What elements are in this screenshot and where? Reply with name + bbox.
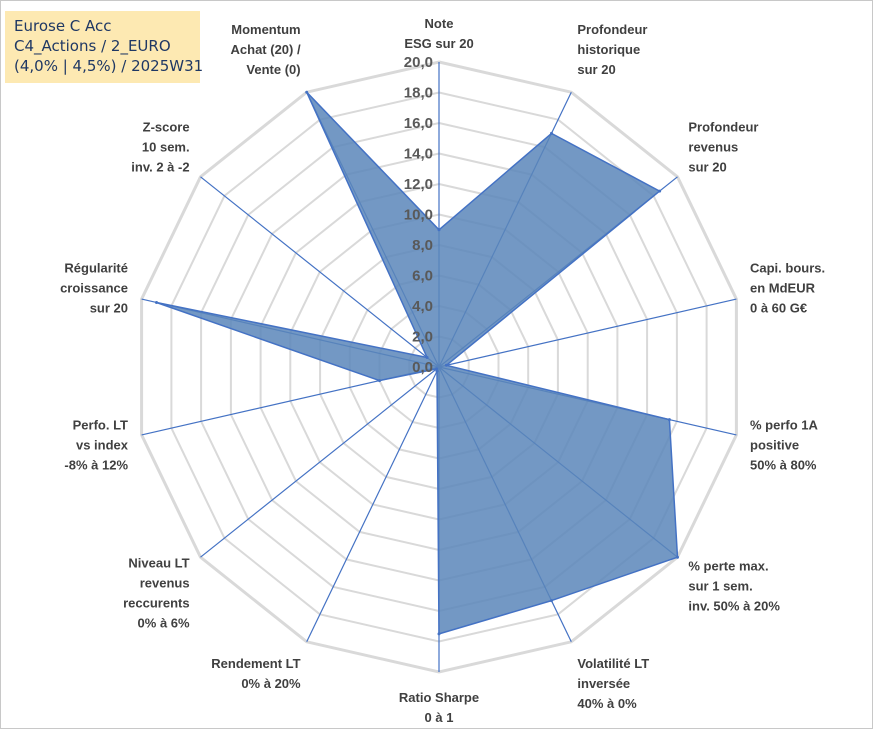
axis-spoke	[200, 366, 440, 558]
tick-label: 8,0	[412, 237, 433, 254]
series-point	[435, 367, 439, 371]
tick-label: 16,0	[404, 115, 433, 132]
axis-label: inv. 50% à 20%	[688, 599, 780, 614]
axis-label: Niveau LT	[128, 555, 189, 570]
axis-label: Capi. bours.	[750, 261, 825, 276]
axis-label: positive	[750, 437, 799, 452]
series-point	[437, 228, 441, 232]
series-point	[444, 363, 448, 367]
tick-label: 18,0	[404, 85, 433, 102]
axis-label: historique	[577, 42, 640, 57]
axis-label: revenus	[140, 575, 190, 590]
axis-label: revenus	[688, 140, 738, 155]
series-point	[550, 599, 553, 603]
tick-label: 4,0	[412, 298, 433, 315]
axis-spoke	[306, 366, 440, 643]
axis-label: Vente (0)	[246, 62, 300, 77]
axis-label: Régularité	[64, 261, 128, 276]
axis-label: en MdEUR	[750, 281, 816, 296]
axis-label: Rendement LT	[211, 656, 300, 671]
axis-label: Momentum	[231, 22, 300, 37]
axis-label: Profondeur	[688, 120, 758, 135]
series-point	[425, 356, 429, 359]
axis-label: 0 à 60 G€	[750, 301, 807, 316]
axis-label: Perfo. LT	[73, 417, 128, 432]
axis-labels: Note ESG sur 20 Profondeur historique sur 20…	[60, 16, 825, 725]
axis-label: sur 20	[577, 62, 615, 77]
fund-params: (4,0% | 4,5%) / 2025W31	[14, 57, 204, 75]
axis-label: 0 à 1	[425, 710, 454, 725]
axis-label: 0% à 6%	[138, 615, 190, 630]
axis-label: reccurents	[123, 595, 189, 610]
axis-label: 50% à 80%	[750, 457, 817, 472]
series-point	[378, 379, 381, 383]
radial-tick-labels: 0,0 2,0 4,0 6,0 8,0 10,0 12,0 14,0 16,0 18,0 20,0	[404, 54, 433, 376]
axis-label: Profondeur	[577, 22, 647, 37]
axis-label: vs index	[76, 437, 129, 452]
fund-category: C4_Actions / 2_EURO	[14, 37, 171, 55]
series-point	[155, 301, 158, 304]
series-point	[437, 632, 441, 636]
series-point	[676, 555, 679, 559]
series-point	[305, 90, 309, 94]
axis-label: inv. 2 à -2	[131, 160, 189, 175]
axis-label: -8% à 12%	[64, 457, 128, 472]
series-point	[550, 131, 553, 135]
tick-label: 20,0	[404, 54, 433, 71]
tick-label: 12,0	[404, 176, 433, 193]
axis-label: Volatilité LT	[577, 656, 649, 671]
tick-label: 0,0	[412, 359, 433, 376]
axis-label: 0% à 20%	[241, 676, 301, 691]
axis-label: 10 sem.	[142, 140, 190, 155]
axis-label: croissance	[60, 281, 128, 296]
tick-label: 6,0	[412, 268, 433, 285]
fund-name: Eurose C Acc	[14, 17, 112, 35]
axis-label: sur 1 sem.	[688, 579, 752, 594]
axis-label: ESG sur 20	[404, 36, 473, 51]
axis-label: % perfo 1A	[750, 417, 819, 432]
axis-label: Achat (20) /	[231, 42, 301, 57]
axis-label: sur 20	[90, 301, 128, 316]
info-box: Eurose C Acc C4_Actions / 2_EURO (4,0% |…	[5, 11, 204, 83]
axis-label: % perte max.	[688, 559, 768, 574]
axis-label: inversée	[577, 676, 630, 691]
series-point	[658, 189, 662, 193]
axis-label: Ratio Sharpe	[399, 690, 479, 705]
tick-label: 10,0	[404, 207, 433, 224]
axis-spoke	[438, 298, 737, 368]
series-point	[667, 418, 671, 422]
axis-spoke	[200, 176, 440, 368]
tick-label: 2,0	[412, 329, 433, 346]
axis-label: Z-score	[143, 120, 190, 135]
axis-label: Note	[425, 16, 454, 31]
tick-label: 14,0	[404, 146, 433, 163]
axis-label: sur 20	[688, 160, 726, 175]
axis-label: 40% à 0%	[577, 696, 637, 711]
radar-series	[155, 90, 679, 636]
